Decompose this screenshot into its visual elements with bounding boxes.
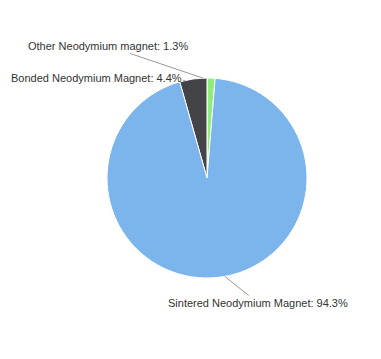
svg-text:Sintered Neodymium Magnet: 94.: Sintered Neodymium Magnet: 94.3% — [168, 297, 348, 309]
svg-text:Other Neodymium magnet: 1.3%: Other Neodymium magnet: 1.3% — [28, 40, 188, 52]
svg-text:Bonded Neodymium Magnet: 4.4%: Bonded Neodymium Magnet: 4.4% — [11, 72, 182, 84]
